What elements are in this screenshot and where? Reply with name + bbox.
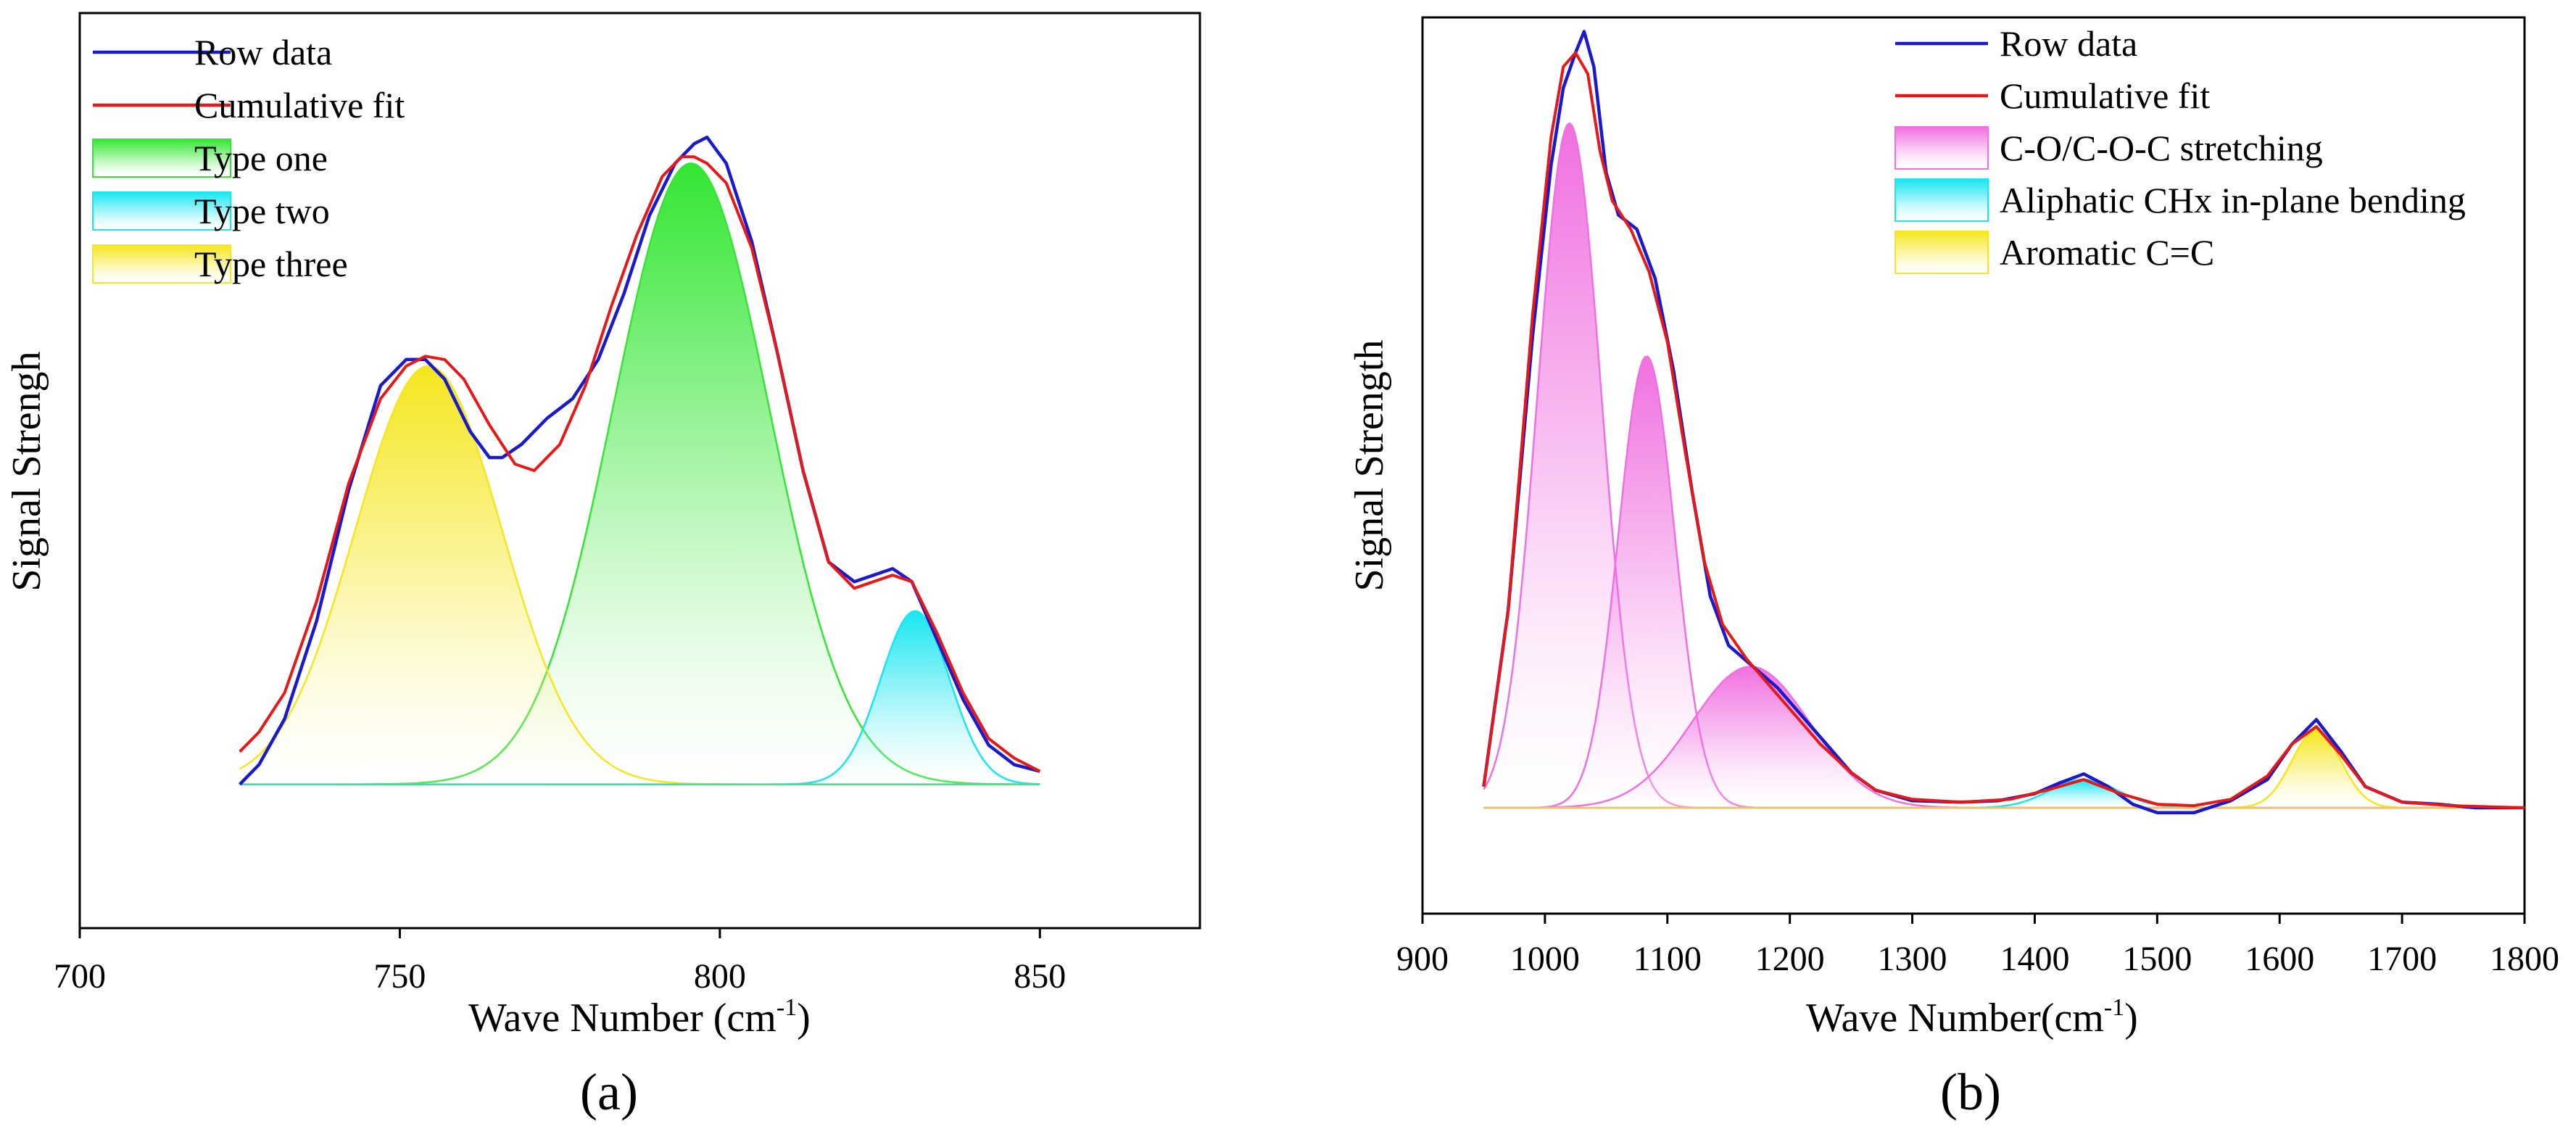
panel-a: 700 750 800 850 Signal Strengh Wave Number … xyxy=(4,12,1201,1121)
legend-swatch-b-3 xyxy=(1894,126,1989,170)
legend-label-b-5: Aromatic C=C xyxy=(2000,232,2214,273)
plot-frame-b xyxy=(1421,16,2526,915)
legend-a: Row data Cumulative fit Type one Type two Ty… xyxy=(92,32,405,284)
x-tick-label-b: 1500 xyxy=(2122,940,2192,978)
x-tick-label-a: 800 xyxy=(694,957,746,996)
x-tick-label-b: 1100 xyxy=(1633,940,1702,978)
peak-area-b-3 xyxy=(1483,666,2525,808)
series-cumulative-fit-b xyxy=(1482,51,2525,809)
x-ticks-b: 900 1000 1100 1200 1300 1400 1500 1600 1700 1800 xyxy=(1396,914,2559,978)
x-tick-label-a: 700 xyxy=(54,957,106,996)
x-tick-label-b: 1200 xyxy=(1755,940,1825,978)
peak-area-b-1 xyxy=(1483,123,2525,808)
x-tick-label-b: 1000 xyxy=(1510,940,1580,978)
components-b xyxy=(1483,122,2525,809)
peak-area-a-2 xyxy=(239,611,1040,785)
legend-label-a-5: Type three xyxy=(194,244,348,284)
x-tick-label-b: 1300 xyxy=(1878,940,1947,978)
legend-label-a-4: Type two xyxy=(194,191,330,231)
legend-swatch-b-5 xyxy=(1894,231,1989,274)
series-row-data-a xyxy=(239,136,1040,786)
lines-b xyxy=(1482,30,2525,815)
panel-label-a: (a) xyxy=(580,1063,638,1121)
x-tick-label-b: 900 xyxy=(1396,940,1449,978)
legend-b: Row data Cumulative fit C-O/C-O-C stretchi… xyxy=(1894,23,2466,274)
panel-b: 900 1000 1100 1200 1300 1400 1500 1600 1700 1800 … xyxy=(1347,16,2559,1121)
x-tick-label-a: 850 xyxy=(1014,957,1066,996)
x-ticks-a: 700 750 800 850 xyxy=(54,928,1066,996)
legend-swatch-a-4 xyxy=(92,191,231,231)
y-axis-title-a: Signal Strengh xyxy=(4,351,49,591)
x-tick-label-b: 1400 xyxy=(2000,940,2069,978)
panel-label-b: (b) xyxy=(1940,1063,2001,1121)
x-axis-title-b: Wave Number(cm-1) xyxy=(1806,994,2138,1041)
legend-label-b-3: C-O/C-O-C stretching xyxy=(2000,128,2323,168)
peak-area-a-1 xyxy=(239,163,1040,785)
lines-a xyxy=(239,136,1041,786)
legend-swatch-a-5 xyxy=(92,244,231,284)
x-tick-label-a: 750 xyxy=(373,957,426,996)
legend-label-a-1: Row data xyxy=(194,32,332,73)
legend-swatch-b-4 xyxy=(1894,178,1989,222)
legend-label-a-3: Type one xyxy=(194,138,328,178)
legend-label-b-4: Aliphatic CHx in-plane bending xyxy=(2000,180,2466,220)
legend-label-a-2: Cumulative fit xyxy=(194,85,405,125)
legend-label-b-2: Cumulative fit xyxy=(2000,75,2210,116)
components-a xyxy=(239,162,1040,785)
x-tick-label-b: 1800 xyxy=(2490,940,2559,978)
x-tick-label-b: 1600 xyxy=(2245,940,2314,978)
series-cumulative-fit-a xyxy=(239,155,1041,773)
x-tick-label-b: 1700 xyxy=(2367,940,2437,978)
x-axis-title-a: Wave Number (cm-1) xyxy=(468,994,811,1041)
peak-area-b-5 xyxy=(1483,730,2525,808)
y-axis-title-b: Signal Strength xyxy=(1347,340,1392,592)
legend-label-b-1: Row data xyxy=(2000,23,2137,64)
legend-swatch-a-3 xyxy=(92,138,231,178)
peak-area-a-3 xyxy=(239,365,1040,785)
peak-area-b-2 xyxy=(1483,356,2525,809)
plot-frame-a xyxy=(78,12,1201,930)
